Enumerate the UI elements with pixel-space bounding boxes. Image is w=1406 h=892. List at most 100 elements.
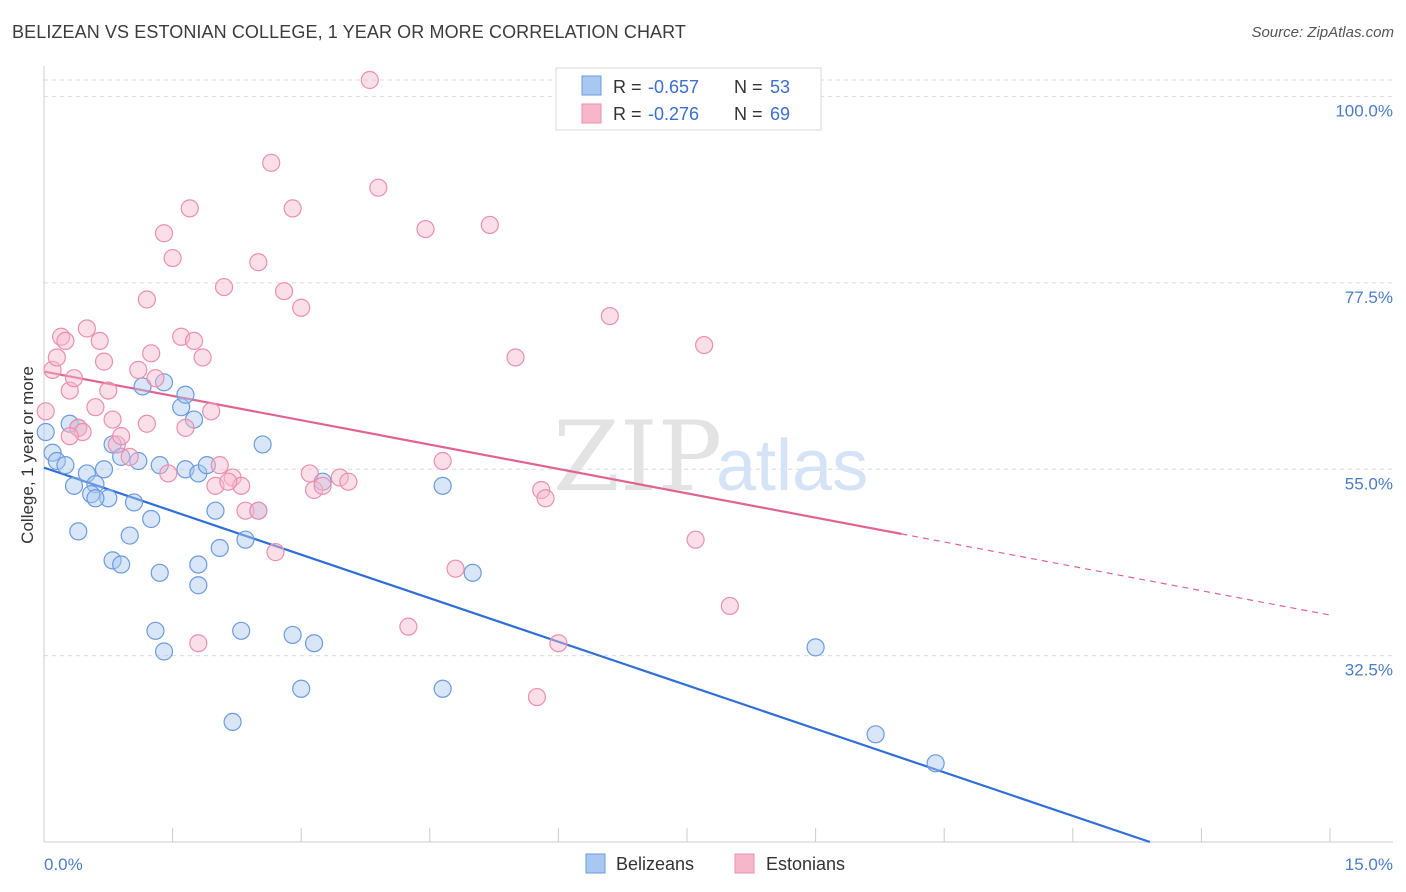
trend-lines [43,370,1331,844]
point-belizeans-15 [124,493,144,512]
y-axis-label: College, 1 year or more [18,366,37,544]
point-belizeans-49 [806,638,825,657]
point-estonians-56 [532,480,551,500]
point-estonians-32 [210,456,229,475]
legend-r-label-1: R = [613,77,642,97]
point-estonians-67 [137,414,156,433]
point-estonians-45 [313,476,332,495]
point-belizeans-8 [86,475,105,494]
x-tick-label-1: 15.0% [1345,855,1393,874]
point-belizeans-47 [433,476,452,495]
point-belizeans-42 [283,625,302,645]
point-belizeans-37 [223,712,242,732]
point-estonians-37 [249,253,268,272]
point-belizeans-28 [120,526,139,545]
point-estonians-14 [103,410,122,429]
point-belizeans-4 [60,414,79,433]
x-tick-labels: 0.0% 15.0% [44,855,1393,874]
point-estonians-57 [536,489,555,508]
point-belizeans-48 [463,563,482,582]
point-belizeans-20 [154,373,174,392]
point-estonians-48 [369,178,388,197]
point-estonians-52 [446,559,465,578]
watermark: ZIP atlas [553,401,868,513]
point-estonians-58 [549,634,568,653]
point-estonians-33 [214,277,234,297]
point-estonians-60 [686,530,705,549]
point-estonians-50 [416,219,435,239]
point-belizeans-29 [146,621,165,640]
point-estonians-49 [399,617,418,636]
point-estonians-63 [249,501,268,520]
point-estonians-18 [129,360,148,379]
y-tick-label-0: 32.5% [1345,661,1393,680]
point-belizeans-24 [197,456,216,475]
point-belizeans-18 [142,509,161,529]
series-label-belizeans: Belizeans [616,854,694,874]
legend-swatch-blue [581,75,602,96]
point-belizeans-52 [176,385,195,404]
series-swatch-estonians [734,853,755,874]
point-belizeans-0 [36,422,55,442]
y-tick-label-1: 55.0% [1345,474,1393,493]
point-estonians-16 [112,427,131,446]
point-belizeans-26 [103,551,122,570]
point-estonians-21 [146,369,165,388]
chart-title: BELIZEAN VS ESTONIAN COLLEGE, 1 YEAR OR … [12,22,687,42]
point-estonians-29 [193,348,212,367]
point-belizeans-30 [154,642,174,661]
y-tick-label-2: 77.5% [1345,288,1393,307]
point-belizeans-41 [253,435,272,454]
series-label-estonians: Estonians [766,854,845,874]
point-belizeans-16 [129,451,148,471]
watermark-atlas: atlas [716,426,868,506]
point-belizeans-10 [99,489,118,508]
series-legend: Belizeans Estonians [585,853,845,874]
point-estonians-44 [304,480,324,500]
point-estonians-2 [47,348,66,367]
point-estonians-40 [274,282,294,301]
point-estonians-51 [433,451,452,471]
point-belizeans-33 [206,501,225,520]
point-estonians-61 [695,335,714,355]
point-belizeans-2 [47,451,66,471]
point-belizeans-27 [112,555,131,574]
point-estonians-17 [120,447,139,466]
point-belizeans-34 [210,538,229,558]
point-belizeans-5 [64,476,84,495]
legend-n-value-1: 53 [770,77,790,97]
point-belizeans-35 [189,555,208,574]
point-belizeans-17 [133,377,152,396]
point-estonians-38 [262,153,281,172]
point-estonians-22 [154,224,174,243]
legend-r-value-2: -0.276 [648,104,699,124]
point-estonians-59 [600,306,619,326]
point-estonians-55 [527,687,547,707]
point-belizeans-1 [43,443,62,462]
point-estonians-65 [339,472,358,491]
trend-line-belizeans [43,466,1151,844]
x-tick-label-0: 0.0% [44,855,83,874]
point-estonians-64 [202,402,221,421]
legend-n-value-2: 69 [770,104,790,124]
trend-line-estonians [43,370,902,535]
source-label: Source: ZipAtlas.com [1251,24,1394,41]
legend-r-label-2: R = [613,104,642,124]
point-belizeans-31 [150,563,169,582]
legend-swatch-pink [581,103,602,124]
point-belizeans-36 [189,576,208,595]
point-estonians-11 [90,331,109,351]
legend-r-value-1: -0.657 [648,77,699,97]
point-estonians-0 [36,402,55,421]
point-estonians-53 [480,215,499,235]
point-estonians-62 [720,596,739,616]
point-estonians-68 [219,472,238,491]
point-belizeans-38 [232,621,251,640]
point-estonians-41 [283,199,302,218]
point-belizeans-51 [926,754,945,773]
point-estonians-20 [142,344,161,363]
legend-n-label-1: N = [734,77,763,97]
point-estonians-6 [64,369,84,388]
point-estonians-4 [56,331,75,351]
